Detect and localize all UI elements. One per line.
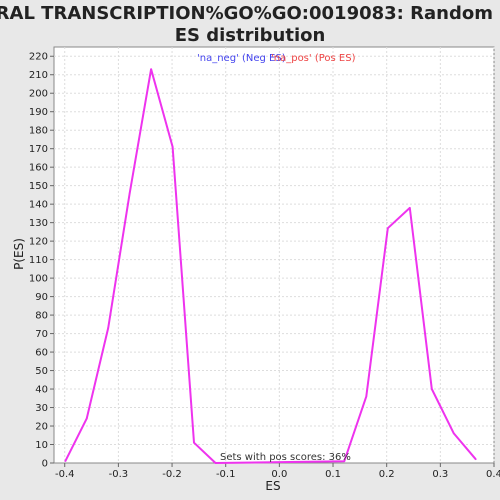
es-data-point [452,432,455,435]
y-tick-label: 80 [35,311,48,322]
es-data-point [64,460,67,462]
y-tick-label: 130 [29,218,48,229]
es-data-point [408,207,411,209]
axis-ticks: 0 10 20 30 40 50 60 70 80 90 100 110 120 130 140 150 160… [29,52,500,480]
y-tick-label: 70 [35,329,48,340]
es-data-point [365,395,368,398]
pos-scores-annotation: Sets with pos scores: 36% [220,452,351,463]
x-tick-label: -0.2 [162,469,182,480]
y-axis-label: P(ES) [12,238,26,270]
y-tick-label: 40 [35,385,48,396]
x-tick-label: 0.4 [486,469,500,480]
es-data-point [193,441,195,444]
y-tick-label: 150 [29,181,48,192]
y-tick-label: 190 [29,107,48,118]
series-layer [64,68,477,464]
x-axis-label: ES [265,479,280,493]
grid [54,47,495,463]
es-data-point [128,192,131,194]
y-tick-label: 60 [35,348,48,359]
es-data-point [214,462,217,464]
es-data-point [474,458,477,461]
y-tick-label: 120 [29,237,48,248]
chart-title-line2: ES distribution [175,25,326,46]
legend-neg-label: 'na_neg' (Neg ES) [197,53,286,64]
y-tick-label: 210 [29,70,48,81]
es-data-point [150,68,152,70]
y-tick-label: 140 [29,200,48,211]
x-tick-label: 0.1 [325,469,341,480]
x-tick-label: -0.4 [55,469,75,480]
x-tick-label: 0.3 [432,469,448,480]
y-tick-label: 100 [29,274,48,285]
y-tick-label: 90 [35,292,48,303]
x-tick-label: 0.0 [271,469,287,480]
es-data-point [107,327,109,329]
legend-pos-label: 'na_pos' (Pos ES) [271,53,356,64]
y-tick-label: 110 [29,255,48,266]
y-tick-label: 200 [29,89,48,100]
y-tick-label: 10 [35,440,48,451]
plot-area [53,46,495,464]
es-data-point [171,146,174,148]
y-tick-label: 0 [42,459,48,470]
y-tick-label: 160 [29,163,48,174]
chart-title-line1: VIRAL TRANSCRIPTION%GO%GO:0019083: Rando… [0,3,493,24]
es-data-point [343,460,346,462]
y-tick-label: 220 [29,52,48,63]
es-data-point [386,227,389,229]
x-tick-label: 0.2 [379,469,395,480]
y-tick-label: 180 [29,126,48,137]
es-data-point [430,388,433,390]
x-tick-label: -0.1 [216,469,236,480]
y-tick-label: 170 [29,144,48,155]
es-data-point [85,417,88,420]
x-tick-label: -0.3 [109,469,129,480]
y-tick-label: 50 [35,366,48,377]
y-tick-label: 30 [35,403,48,414]
y-tick-label: 20 [35,422,48,433]
